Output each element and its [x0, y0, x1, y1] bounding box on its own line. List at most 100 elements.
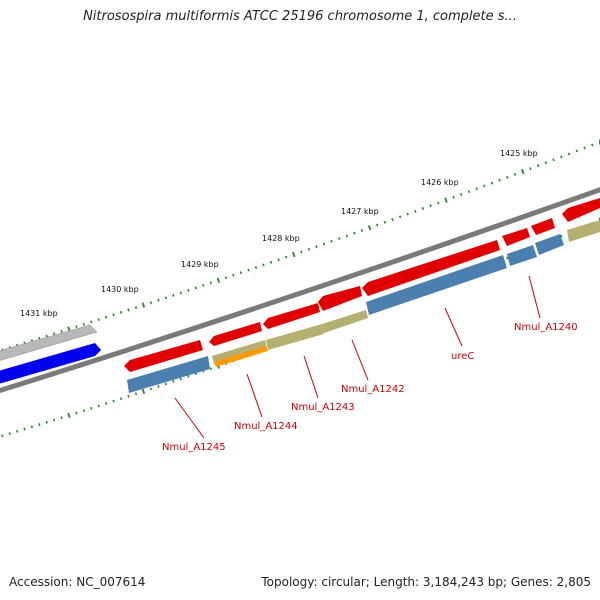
inner-ruler-minor-tick: [90, 406, 93, 410]
highlighted-cds-feature[interactable]: [0, 324, 98, 362]
gene-label-urec[interactable]: ureC: [451, 351, 474, 362]
outer-ruler-minor-tick: [467, 190, 471, 194]
ruler-label-1428: 1428 kbp: [262, 234, 300, 243]
cds-unlabeled-2[interactable]: [562, 198, 600, 222]
inner-ruler-major-tick: [141, 388, 146, 394]
outer-ruler-minor-tick: [490, 181, 494, 185]
feature-nmul-a1244-orange[interactable]: [214, 346, 268, 367]
cds-nmul-a1240[interactable]: [502, 228, 530, 246]
gene-urec[interactable]: [366, 255, 507, 315]
outer-ruler-minor-tick: [119, 310, 123, 314]
inner-ruler-minor-tick: [187, 374, 190, 378]
outer-ruler-minor-tick: [483, 184, 486, 188]
feature-unlabeled-olive[interactable]: [567, 220, 600, 242]
outer-ruler-minor-tick: [285, 255, 288, 259]
outer-ruler-minor-tick: [591, 143, 594, 147]
outer-ruler-minor-tick: [460, 193, 463, 196]
inner-ruler-minor-tick: [209, 367, 213, 371]
inner-ruler-minor-tick: [134, 392, 138, 396]
outer-ruler-minor-tick: [202, 283, 205, 287]
outer-ruler-minor-tick: [112, 313, 115, 317]
outer-ruler-minor-tick: [209, 281, 212, 285]
outer-ruler-minor-tick: [338, 237, 341, 241]
outer-ruler-minor-tick: [429, 204, 432, 208]
outer-ruler-minor-tick: [149, 301, 153, 305]
outer-ruler-minor-tick: [239, 271, 243, 275]
cds-urec[interactable]: [362, 240, 500, 296]
outer-ruler-major-tick: [444, 197, 448, 203]
ruler-label-1431: 1431 kbp: [20, 309, 58, 318]
outer-ruler-minor-tick: [360, 229, 364, 232]
outer-ruler-minor-tick: [567, 152, 571, 156]
ruler-label-1426: 1426 kbp: [421, 178, 459, 187]
inner-ruler-minor-tick: [75, 411, 78, 415]
outer-ruler-minor-tick: [383, 220, 387, 224]
outer-ruler-minor-tick: [53, 332, 56, 336]
inner-ruler-minor-tick: [45, 420, 48, 424]
cds-nmul-a1245[interactable]: [124, 340, 203, 372]
inner-ruler-minor-tick: [112, 399, 115, 403]
leader-line-nmul-a1244: [246, 373, 263, 418]
outer-ruler-minor-tick: [315, 245, 318, 249]
outer-ruler-minor-tick: [307, 247, 311, 251]
inner-ruler-minor-tick: [179, 377, 182, 381]
outer-ruler-minor-tick: [536, 164, 540, 168]
outer-ruler-minor-tick: [398, 215, 402, 219]
inner-ruler-minor-tick: [38, 423, 41, 427]
outer-ruler-minor-tick: [513, 173, 517, 176]
outer-ruler-minor-tick: [172, 293, 175, 297]
cds-nmul-a1242[interactable]: [318, 286, 362, 311]
outer-ruler-minor-tick: [437, 201, 440, 205]
outer-ruler-minor-tick: [498, 178, 501, 182]
inner-ruler-minor-tick: [119, 397, 123, 401]
gene-nmul-a1245[interactable]: [127, 356, 210, 393]
outer-ruler-minor-tick: [376, 223, 379, 227]
cds-nmul-a1243[interactable]: [263, 303, 320, 329]
outer-ruler-minor-tick: [262, 263, 265, 267]
cds-unlabeled-1[interactable]: [531, 218, 555, 235]
inner-ruler-minor-tick: [30, 425, 34, 429]
leader-line-nmul-a1240: [528, 275, 541, 319]
outer-ruler-minor-tick: [269, 260, 273, 264]
outer-ruler-minor-tick: [330, 239, 333, 243]
feature-nmul-a1242-olive[interactable]: [322, 310, 368, 333]
outer-ruler-minor-tick: [544, 161, 548, 165]
outer-ruler-major-tick: [521, 168, 525, 175]
inner-ruler-minor-tick: [16, 429, 19, 433]
outer-ruler-minor-tick: [552, 158, 555, 162]
outer-ruler-minor-tick: [560, 155, 563, 159]
gene-label-nmul-a1240[interactable]: Nmul_A1240: [514, 322, 578, 333]
inner-ruler-minor-tick: [8, 432, 11, 436]
outer-ruler-minor-tick: [583, 146, 586, 150]
outer-ruler-minor-tick: [414, 209, 417, 213]
inner-ruler-minor-tick: [149, 387, 153, 391]
feature-nmul-a1244-olive[interactable]: [212, 340, 267, 364]
gene-label-nmul-a1244[interactable]: Nmul_A1244: [234, 421, 298, 432]
cds-nmul-a1244[interactable]: [209, 322, 262, 346]
inner-ruler-minor-tick: [82, 409, 85, 413]
outer-ruler-minor-tick: [300, 250, 303, 254]
outer-ruler-minor-tick: [254, 266, 258, 269]
gene-label-nmul-a1243[interactable]: Nmul_A1243: [291, 402, 355, 413]
gene-label-nmul-a1245[interactable]: Nmul_A1245: [162, 442, 226, 453]
feature-nmul-a1243-olive[interactable]: [266, 324, 324, 350]
outer-ruler-minor-tick: [187, 288, 190, 292]
outer-ruler-minor-tick: [164, 296, 168, 300]
ruler-label-1430: 1430 kbp: [101, 285, 139, 294]
outer-ruler-minor-tick: [127, 308, 130, 312]
outer-ruler-minor-tick: [134, 306, 138, 309]
outer-ruler-minor-tick: [575, 149, 578, 153]
gene-nmul-a1240[interactable]: [507, 245, 537, 266]
outer-ruler-minor-tick: [105, 315, 108, 319]
outer-ruler-minor-tick: [224, 276, 228, 280]
gene-label-nmul-a1242[interactable]: Nmul_A1242: [341, 384, 405, 395]
leader-line-urec: [444, 307, 463, 347]
ruler-label-1429: 1429 kbp: [181, 260, 219, 269]
leader-line-nmul-a1242: [351, 339, 369, 381]
gene-unlabeled[interactable]: [535, 234, 564, 255]
highlighted-gene-feature[interactable]: [0, 343, 101, 385]
outer-ruler-minor-tick: [90, 320, 93, 324]
inner-ruler-minor-tick: [60, 416, 63, 420]
outer-ruler-major-tick: [216, 277, 221, 283]
